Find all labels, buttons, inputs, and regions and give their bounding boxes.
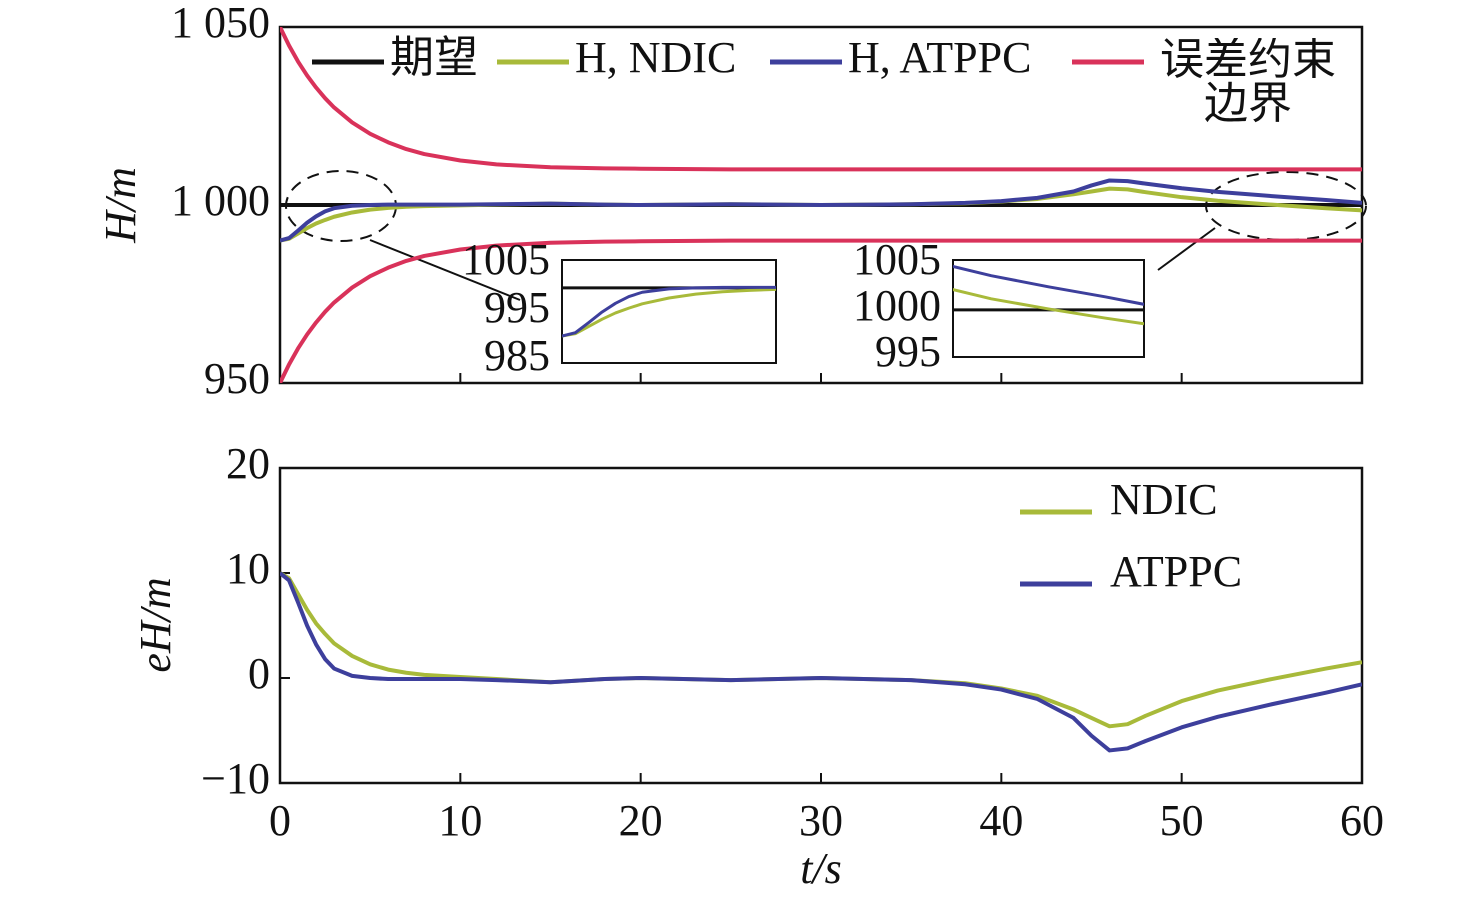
connector — [1157, 227, 1216, 271]
x-tick-label: 60 — [1340, 796, 1384, 845]
y-tick-label: −10 — [201, 754, 270, 803]
legend-label: NDIC — [1110, 475, 1218, 524]
y-tick-label: 0 — [248, 649, 270, 698]
inset-frame — [561, 259, 777, 364]
legend-label: H, ATPPC — [848, 33, 1031, 82]
series-line — [280, 571, 1362, 753]
x-tick-label: 20 — [619, 796, 663, 845]
connector — [369, 239, 521, 301]
x-tick-label: 30 — [799, 796, 843, 845]
series-line — [562, 287, 776, 338]
y-tick-label: 950 — [204, 354, 270, 403]
inset-y-tick-label: 985 — [484, 331, 550, 380]
inset-y-tick-label: 995 — [875, 327, 941, 376]
inset-y-tick-label: 1005 — [853, 235, 941, 284]
legend-label: H, NDIC — [575, 33, 736, 82]
series-line — [280, 27, 1362, 172]
series-line — [280, 178, 1362, 243]
inset-plot — [562, 285, 776, 338]
x-tick-label: 40 — [979, 796, 1023, 845]
series-line — [562, 285, 776, 338]
inset-y-tick-label: 1000 — [853, 281, 941, 330]
inset-y-tick-label: 1005 — [462, 235, 550, 284]
inset-y-tick-label: 995 — [484, 283, 550, 332]
series-line — [280, 186, 1362, 243]
y-tick-label: 1 050 — [171, 0, 270, 47]
x-axis-label: t/s — [800, 844, 842, 893]
y-tick-label: 1 000 — [171, 176, 270, 225]
y-tick-label: 10 — [226, 544, 270, 593]
series-line — [280, 238, 1362, 383]
x-tick-label: 0 — [269, 796, 291, 845]
legend-label: 期望 — [390, 33, 478, 82]
plot-area — [280, 571, 1362, 753]
plot-area — [280, 27, 1362, 383]
y-tick-label: 20 — [226, 439, 270, 488]
x-tick-label: 10 — [438, 796, 482, 845]
legend-label: ATPPC — [1110, 547, 1242, 596]
legend-label: 误差约束边界 — [1160, 38, 1336, 128]
x-tick-label: 50 — [1160, 796, 1204, 845]
legend-label-box: 误差约束边界 — [1160, 38, 1336, 128]
y-axis-label: eH/m — [131, 577, 180, 672]
y-axis-label: H/m — [96, 167, 145, 244]
